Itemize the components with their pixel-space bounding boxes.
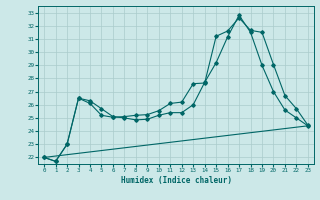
X-axis label: Humidex (Indice chaleur): Humidex (Indice chaleur): [121, 176, 231, 185]
